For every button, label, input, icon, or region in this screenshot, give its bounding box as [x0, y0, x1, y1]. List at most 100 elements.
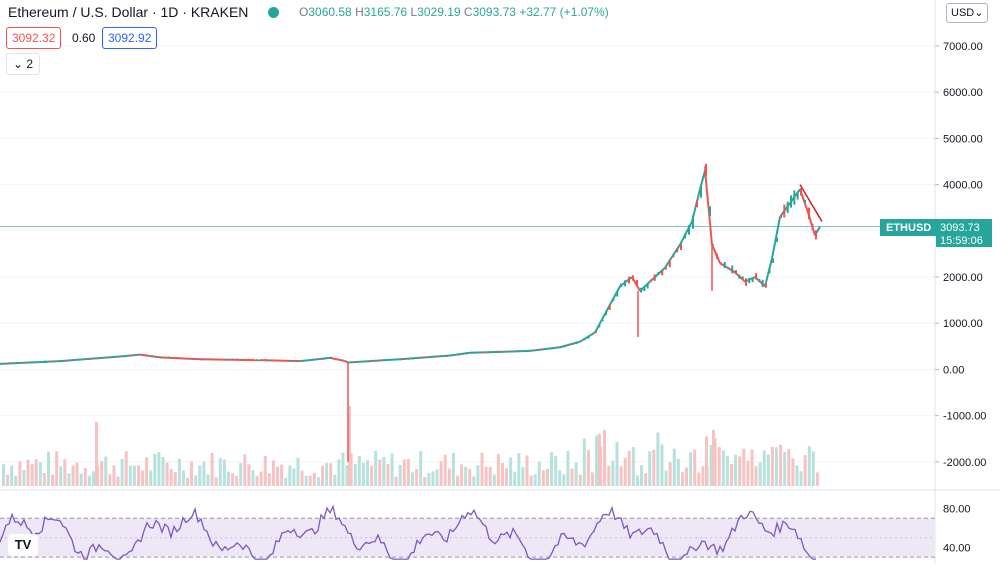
candle — [800, 188, 802, 196]
volume-bar — [554, 455, 558, 486]
volume-bar — [165, 462, 169, 486]
candle — [88, 358, 90, 361]
candle — [430, 356, 433, 358]
candle — [272, 359, 274, 361]
volume-bar — [496, 454, 500, 486]
candle — [587, 336, 590, 339]
candle — [407, 358, 410, 360]
volume-bar — [742, 448, 746, 486]
volume-bar — [472, 476, 476, 486]
buy-button[interactable]: 3092.92 — [102, 27, 158, 49]
volume-bar — [656, 432, 660, 486]
volume-bar — [38, 462, 42, 486]
candle — [216, 359, 218, 361]
volume-bar — [640, 465, 644, 486]
candle — [248, 358, 250, 361]
volume-bar — [562, 474, 566, 486]
volume-bar — [611, 460, 615, 486]
volume-bar — [402, 459, 406, 486]
candle — [380, 359, 382, 362]
candle — [605, 311, 607, 316]
candle — [473, 351, 476, 354]
candle — [745, 278, 747, 286]
volume-bar — [517, 453, 521, 486]
candle — [758, 278, 761, 283]
candle — [292, 360, 294, 362]
volume-bar — [10, 465, 14, 486]
candle — [124, 355, 126, 358]
countdown-label: 15:59:06 — [940, 235, 983, 247]
candle — [640, 287, 642, 293]
symbol-title[interactable]: Ethereum / U.S. Dollar · 1D · KRAKEN — [8, 4, 249, 20]
candle — [280, 359, 282, 361]
candle — [533, 349, 536, 351]
candle — [152, 355, 154, 358]
candle — [731, 265, 734, 274]
volume-bar — [578, 474, 582, 486]
indicators-toggle-button[interactable]: ⌄ 2 — [6, 53, 41, 75]
volume-bar — [574, 462, 578, 486]
candle — [360, 361, 362, 363]
candle — [72, 359, 74, 361]
currency-select[interactable]: USD⌄ — [946, 3, 989, 23]
candle — [772, 258, 774, 263]
candle — [466, 353, 468, 355]
candle — [541, 348, 544, 351]
volume-bar — [214, 477, 218, 486]
spread-value: 0.60 — [72, 31, 96, 45]
volume-bar — [357, 455, 361, 486]
volume-bar — [370, 465, 374, 486]
volume-bar — [141, 470, 145, 486]
volume-bar — [349, 453, 353, 486]
candle — [808, 207, 810, 220]
volume-bar — [435, 469, 439, 486]
volume-bar — [100, 461, 104, 486]
candle — [526, 350, 529, 353]
candle — [595, 331, 597, 333]
sell-button[interactable]: 3092.32 — [6, 27, 62, 49]
candle — [164, 357, 166, 359]
volume-bar — [668, 462, 672, 486]
volume-bar — [235, 475, 239, 486]
volume-spike — [705, 436, 708, 486]
candle — [276, 359, 278, 361]
visibility-eye-icon[interactable] — [268, 7, 279, 18]
volume-bar — [325, 462, 329, 486]
candle — [628, 276, 630, 284]
candle — [442, 355, 445, 357]
candle — [376, 360, 378, 362]
candle — [548, 348, 551, 350]
volume-bar — [341, 452, 345, 486]
volume-bar — [619, 466, 623, 486]
candle — [364, 361, 366, 363]
volume-bar — [762, 450, 766, 486]
volume-bar — [570, 468, 574, 486]
volume-bar — [190, 461, 194, 486]
price-axis[interactable]: 7000.006000.005000.004000.003000.002000.… — [935, 41, 986, 554]
volume-bar — [251, 470, 255, 486]
volume-bar — [173, 471, 177, 486]
volume-bar — [390, 453, 394, 486]
volume-bar — [226, 471, 230, 486]
volume-bar — [337, 459, 341, 486]
candle — [790, 195, 792, 208]
open-label: O — [299, 5, 309, 19]
volume-bar — [120, 458, 124, 486]
volume-bar — [607, 465, 611, 486]
candle — [511, 351, 514, 353]
candle — [352, 361, 354, 363]
candle — [765, 282, 767, 288]
candle — [252, 359, 254, 361]
volume-bar — [321, 465, 325, 486]
y-tick-label: 1000.00 — [943, 318, 983, 330]
candle — [44, 360, 46, 363]
volume-bar — [701, 466, 705, 486]
candle — [172, 357, 174, 359]
candle — [403, 358, 406, 360]
candle — [260, 360, 262, 362]
candle — [144, 354, 146, 356]
volume-bar — [676, 458, 680, 486]
candle — [705, 163, 707, 177]
volume-bar — [672, 448, 676, 486]
